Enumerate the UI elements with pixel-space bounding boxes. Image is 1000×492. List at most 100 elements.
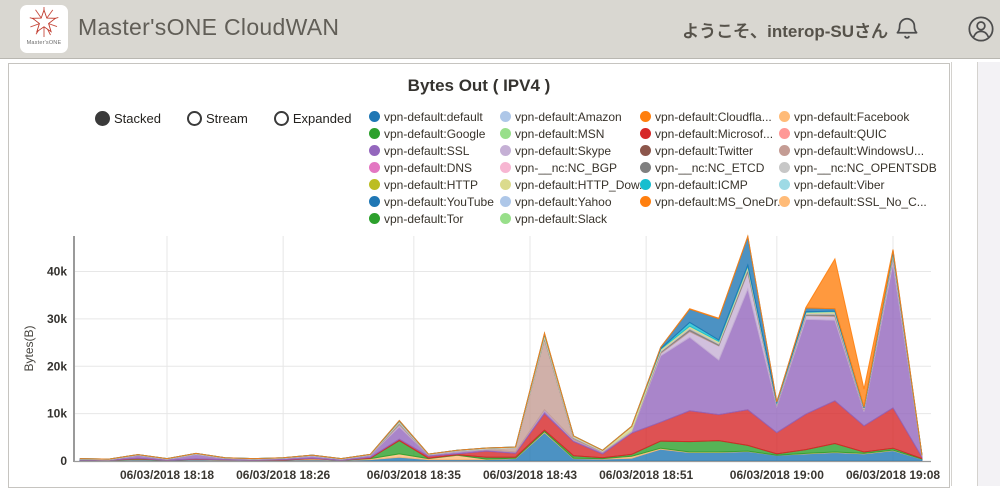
mode-radio-stream[interactable]: Stream	[186, 111, 248, 126]
legend-label: vpn-default:Viber	[794, 177, 885, 192]
legend-swatch-icon	[500, 196, 511, 207]
mode-radio-expanded[interactable]: Expanded	[273, 111, 352, 126]
bytes-out-chart[interactable]: 0 10k 20k 30k 40k 06/03/2018 18:18 06/03/2018 …	[9, 226, 949, 487]
legend-item[interactable]: vpn-default:Tor	[369, 210, 500, 227]
legend-swatch-icon	[640, 179, 651, 190]
x-tick-label: 06/03/2018 18:26	[236, 468, 330, 482]
legend-label: vpn-default:Slack	[515, 211, 608, 226]
x-tick-label: 06/03/2018 19:08	[846, 468, 940, 482]
logo[interactable]: Master'sONE	[20, 5, 68, 53]
legend-item[interactable]: vpn-default:Twitter	[640, 142, 779, 159]
legend-item[interactable]: vpn-default:QUIC	[779, 125, 939, 142]
y-tick-label: 0	[60, 454, 67, 468]
legend-swatch-icon	[640, 162, 651, 173]
legend-label: vpn-default:ICMP	[655, 177, 748, 192]
legend-item[interactable]: vpn-__nc:NC_ETCD	[640, 159, 779, 176]
legend-swatch-icon	[500, 162, 511, 173]
legend-label: vpn-__nc:NC_ETCD	[655, 160, 765, 175]
mode-label: Stream	[205, 111, 248, 126]
legend-item[interactable]: vpn-__nc:NC_BGP	[500, 159, 640, 176]
legend-item[interactable]: vpn-default:MSN	[500, 125, 640, 142]
legend-label: vpn-__nc:NC_OPENTSDB	[794, 160, 937, 175]
mode-label: Expanded	[292, 111, 352, 126]
mode-label: Stacked	[114, 111, 161, 126]
x-tick-label: 06/03/2018 19:00	[730, 468, 824, 482]
app-title: Master'sONE CloudWAN	[78, 14, 340, 40]
radio-icon[interactable]	[186, 111, 202, 126]
legend-label: vpn-default:MSN	[515, 126, 605, 141]
star-logo-icon	[29, 7, 59, 37]
legend-label: vpn-default:QUIC	[794, 126, 887, 141]
x-tick-label: 06/03/2018 18:51	[599, 468, 693, 482]
y-tick-label: 30k	[47, 312, 67, 326]
chart-panel: Bytes Out ( IPV4 ) Stacked Stream Expanded…	[8, 63, 950, 488]
legend-item[interactable]: vpn-default:DNS	[369, 159, 500, 176]
legend-item[interactable]: vpn-default:Facebook	[779, 108, 939, 125]
legend-item[interactable]: vpn-default:default	[369, 108, 500, 125]
y-tick-label: 20k	[47, 359, 67, 373]
legend-swatch-icon	[500, 128, 511, 139]
legend-item[interactable]: vpn-default:Viber	[779, 176, 939, 193]
legend-label: vpn-default:default	[384, 109, 483, 124]
x-tick-label: 06/03/2018 18:18	[120, 468, 214, 482]
x-tick-label: 06/03/2018 18:35	[367, 468, 461, 482]
legend-swatch-icon	[500, 213, 511, 224]
page-background-right	[951, 62, 1000, 486]
legend-item[interactable]: vpn-default:HTTP_Dow...	[500, 176, 649, 193]
legend-swatch-icon	[369, 162, 380, 173]
legend-swatch-icon	[369, 213, 380, 224]
legend-item[interactable]: vpn-default:MS_OneDr...	[640, 193, 787, 210]
legend-item[interactable]: vpn-default:Yahoo	[500, 193, 640, 210]
legend-swatch-icon	[640, 128, 651, 139]
legend-item[interactable]: vpn-default:SSL	[369, 142, 500, 159]
legend-label: vpn-default:HTTP	[384, 177, 479, 192]
legend-item[interactable]: vpn-default:WindowsU...	[779, 142, 939, 159]
chart-legend: vpn-default:default vpn-default:Amazon vpn…	[369, 108, 939, 227]
app-header: Master'sONE Master'sONE CloudWAN ようこそ、in…	[0, 0, 1000, 59]
logo-caption: Master'sONE	[26, 40, 62, 46]
legend-swatch-icon	[640, 196, 651, 207]
legend-item[interactable]: vpn-default:Amazon	[500, 108, 640, 125]
bell-icon[interactable]	[892, 15, 922, 45]
legend-item[interactable]: vpn-default:Microsof...	[640, 125, 779, 142]
legend-item[interactable]: vpn-default:ICMP	[640, 176, 779, 193]
legend-swatch-icon	[779, 128, 790, 139]
area-series-vpn-default:MS_OneDr...[interactable]	[79, 234, 923, 460]
legend-label: vpn-default:Facebook	[794, 109, 910, 124]
chart-mode-controls: Stacked Stream Expanded	[95, 111, 351, 126]
legend-item[interactable]: vpn-__nc:NC_OPENTSDB	[779, 159, 939, 176]
legend-swatch-icon	[500, 179, 511, 190]
legend-item[interactable]: vpn-default:YouTube	[369, 193, 500, 210]
legend-swatch-icon	[500, 111, 511, 122]
legend-swatch-icon	[369, 179, 380, 190]
chart-title: Bytes Out ( IPV4 )	[407, 76, 551, 95]
radio-icon[interactable]	[273, 111, 289, 126]
welcome-text: ようこそ、interop-SUさん	[682, 22, 888, 41]
mode-radio-stacked[interactable]: Stacked	[95, 111, 161, 126]
legend-label: vpn-default:SSL	[384, 143, 470, 158]
legend-label: vpn-default:DNS	[384, 160, 473, 175]
legend-label: vpn-default:MS_OneDr...	[655, 194, 788, 209]
legend-item[interactable]: vpn-default:Cloudfla...	[640, 108, 779, 125]
legend-swatch-icon	[779, 162, 790, 173]
legend-label: vpn-__nc:NC_BGP	[515, 160, 618, 175]
radio-selected-icon[interactable]	[95, 111, 110, 126]
legend-item[interactable]: vpn-default:Google	[369, 125, 500, 142]
legend-label: vpn-default:Microsof...	[655, 126, 774, 141]
legend-swatch-icon	[369, 196, 380, 207]
user-icon[interactable]	[966, 15, 996, 45]
legend-label: vpn-default:Twitter	[655, 143, 754, 158]
legend-swatch-icon	[640, 111, 651, 122]
legend-item[interactable]: vpn-default:HTTP	[369, 176, 500, 193]
legend-item[interactable]: vpn-default:Skype	[500, 142, 640, 159]
legend-label: vpn-default:Yahoo	[515, 194, 612, 209]
y-tick-label: 40k	[47, 265, 67, 279]
legend-swatch-icon	[640, 145, 651, 156]
legend-item[interactable]: vpn-default:Slack	[500, 210, 640, 227]
legend-item[interactable]: vpn-default:SSL_No_C...	[779, 193, 939, 210]
legend-swatch-icon	[779, 111, 790, 122]
legend-label: vpn-default:WindowsU...	[794, 143, 925, 158]
legend-swatch-icon	[369, 145, 380, 156]
legend-swatch-icon	[779, 145, 790, 156]
legend-label: vpn-default:YouTube	[384, 194, 494, 209]
